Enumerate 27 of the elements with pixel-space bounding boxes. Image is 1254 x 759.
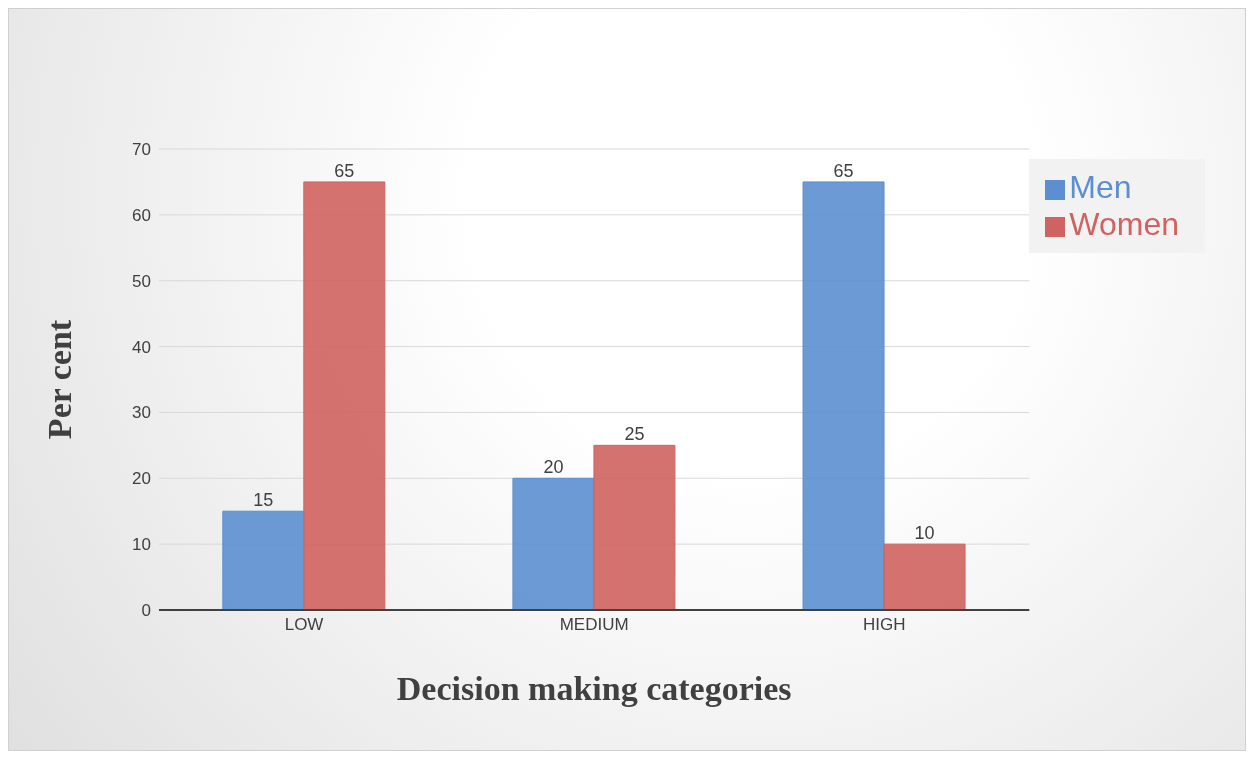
bar [883, 543, 966, 610]
data-label: 10 [914, 523, 935, 544]
data-label: 15 [253, 490, 274, 511]
x-tick-label: MEDIUM [559, 615, 629, 635]
bar [593, 444, 676, 610]
y-tick-label: 30 [132, 403, 151, 423]
bar [512, 477, 595, 610]
x-tick-label: LOW [284, 615, 324, 635]
data-label: 65 [833, 160, 854, 181]
bar [222, 510, 305, 610]
y-axis-title: Per cent [41, 319, 79, 440]
y-tick-label: 40 [132, 337, 151, 357]
x-axis-title: Decision making categories [396, 670, 792, 707]
x-tick-label: HIGH [863, 615, 906, 635]
y-tick-label: 50 [132, 271, 151, 291]
y-tick-label: 10 [132, 535, 151, 555]
data-label: 20 [543, 457, 564, 478]
y-tick-label: 20 [132, 469, 151, 489]
data-label: 65 [334, 160, 355, 181]
bar [802, 181, 885, 610]
bar [303, 181, 386, 610]
legend-label: Women [1069, 206, 1179, 242]
y-tick-label: 60 [132, 205, 151, 225]
y-tick-label: 70 [132, 140, 151, 160]
data-label: 25 [624, 424, 645, 445]
y-tick-label: 0 [141, 601, 151, 621]
legend-label: Men [1069, 169, 1132, 205]
